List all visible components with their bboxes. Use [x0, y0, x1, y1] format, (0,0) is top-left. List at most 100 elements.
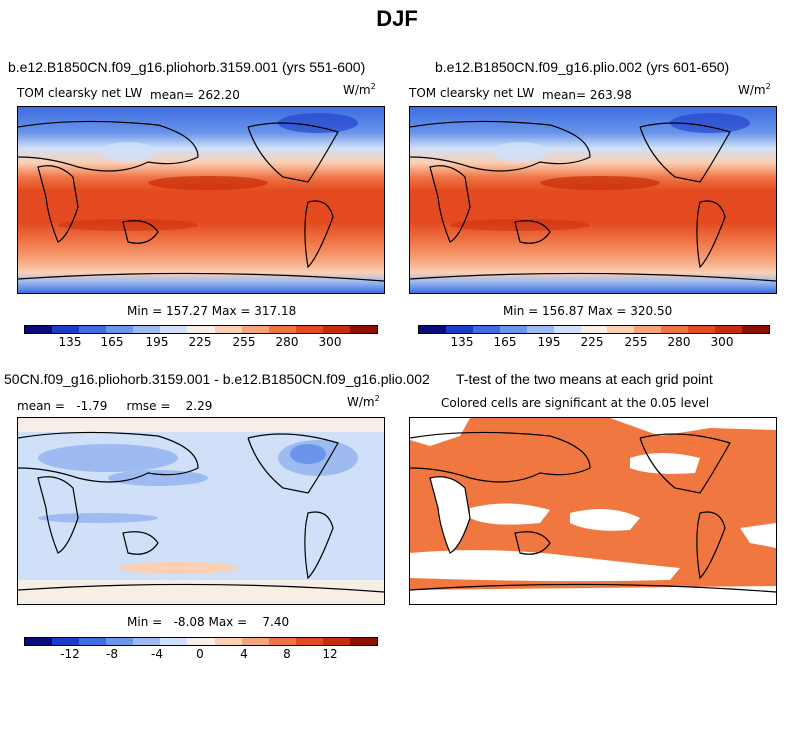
- panel1-map: [17, 106, 385, 294]
- panel3-cool-patch: [108, 470, 208, 486]
- panel3-stats: mean = -1.79 rmse = 2.29: [17, 399, 213, 413]
- panel1-tick-label: 225: [188, 335, 212, 349]
- panel2-colorbar-bin: [526, 326, 554, 333]
- panel3-colorbar-bin: [241, 638, 269, 645]
- panel1-colorbar-bin: [160, 326, 188, 333]
- panel2-arctic-cold: [670, 113, 750, 133]
- panel3-colorbar-bin: [106, 638, 134, 645]
- panel2-colorbar-bin: [499, 326, 527, 333]
- panel2-map-svg: [410, 107, 776, 293]
- panel3-colorbar-bin: [187, 638, 215, 645]
- panel2-variable-label: TOM clearsky net LW: [409, 86, 535, 100]
- panel1-colorbar-bin: [349, 326, 378, 333]
- panel3-tick-label: 4: [240, 647, 248, 661]
- panel4-ns-area: [570, 509, 640, 531]
- panel1-eurasia: [18, 120, 199, 172]
- panel4-subtitle: Colored cells are significant at the 0.0…: [441, 396, 710, 410]
- panel3-colorbar-bin: [214, 638, 242, 645]
- panel1-title: b.e12.B1850CN.f09_g16.pliohorb.3159.001 …: [8, 59, 366, 75]
- panel1-colorbar-bin: [187, 326, 215, 333]
- panel3-colorbar-bin: [133, 638, 161, 645]
- panel1-coastlines: [18, 120, 384, 282]
- panel3-eurasia: [18, 431, 199, 483]
- panel3-title: 50CN.f09_g16.pliohorb.3159.001 - b.e12.B…: [4, 371, 430, 387]
- panel2-tick-label: 135: [450, 335, 474, 349]
- panel2-title: b.e12.B1850CN.f09_g16.plio.002 (yrs 601-…: [435, 59, 730, 75]
- panel2-map: [409, 106, 777, 294]
- panel3-tick-label: -12: [60, 647, 80, 661]
- panel4-ns-area: [430, 476, 470, 553]
- panel3-antarctica: [18, 583, 384, 593]
- panel1-australia: [122, 220, 159, 244]
- panel3-colorbar: [24, 637, 378, 646]
- panel4-ns-area: [410, 586, 776, 604]
- panel1-colorbar-bin: [214, 326, 242, 333]
- panel2-colorbar-bin: [472, 326, 500, 333]
- panel3-australia: [122, 531, 159, 555]
- panel3-warm-patch: [118, 562, 238, 574]
- panel2-eurasia: [410, 120, 591, 172]
- panel3-south-america: [304, 511, 334, 580]
- panel1-colorbar-bin: [52, 326, 80, 333]
- panel2-antarctica: [410, 272, 776, 282]
- panel3-tick-label: 8: [283, 647, 291, 661]
- panel4-map-svg: [410, 418, 776, 604]
- panel1-tibet-cold: [100, 142, 156, 162]
- panel1-variable-label: TOM clearsky net LW: [17, 86, 143, 100]
- panel3-tick-label: -8: [106, 647, 118, 661]
- panel2-africa: [429, 165, 471, 243]
- panel2-colorbar-bin: [607, 326, 635, 333]
- panel4-africa: [429, 476, 471, 554]
- panel1-mean: mean= 262.20: [150, 88, 240, 102]
- panel2-colorbar-bin: [715, 326, 743, 333]
- panel1-field: [18, 107, 384, 293]
- panel2-colorbar-bin: [445, 326, 473, 333]
- panel2-minmax: Min = 156.87 Max = 320.50: [503, 304, 673, 318]
- panel1-africa: [37, 165, 79, 243]
- panel1-map-svg: [18, 107, 384, 293]
- panel2-tick-label: 280: [667, 335, 691, 349]
- panel3-colorbar-bin: [52, 638, 80, 645]
- panel2-australia: [514, 220, 551, 244]
- panel1-warm-band: [148, 176, 268, 190]
- panel4-ns-area: [410, 418, 470, 446]
- panel3-coastlines: [18, 431, 384, 593]
- panel3-tick-label: 12: [322, 647, 338, 661]
- panel3-map-svg: [18, 418, 384, 604]
- panel2-tick-label: 195: [537, 335, 561, 349]
- panel2-units: W/m2: [738, 82, 771, 97]
- panel3-colorbar-bin: [268, 638, 296, 645]
- panel3-antarctic-band: [18, 580, 384, 604]
- panel2-field: [410, 107, 776, 293]
- panel3-tick-label: 0: [196, 647, 204, 661]
- panel1-colorbar-bin: [25, 326, 53, 333]
- panel4-eurasia: [410, 431, 591, 483]
- panel2-colorbar-bin: [661, 326, 689, 333]
- panel3-colorbar-bin: [295, 638, 323, 645]
- panel3-africa: [37, 476, 79, 554]
- panel4-south-america: [696, 511, 726, 580]
- panel2-south-america: [696, 200, 726, 269]
- panel4-coastlines: [410, 431, 776, 593]
- panel2-colorbar-bin: [580, 326, 608, 333]
- panel4-north-america: [639, 433, 731, 494]
- panel1-north-america: [247, 122, 339, 183]
- panel2-north-america: [639, 122, 731, 183]
- panel2-tick-label: 300: [710, 335, 734, 349]
- panel4-title: T-test of the two means at each grid poi…: [456, 371, 713, 387]
- panel4-nonsignificant-areas: [410, 418, 776, 604]
- panel3-strong-cool: [290, 444, 326, 464]
- panel1-colorbar: [24, 325, 378, 334]
- panel1-colorbar-bin: [133, 326, 161, 333]
- panel1-tick-label: 255: [232, 335, 256, 349]
- panel1-colorbar-bin: [322, 326, 350, 333]
- panel3-arctic-band: [18, 418, 384, 432]
- panel4-antarctica: [410, 583, 776, 593]
- panel2-tick-label: 255: [624, 335, 648, 349]
- panel1-colorbar-bin: [106, 326, 134, 333]
- panel2-mean: mean= 263.98: [542, 88, 632, 102]
- panel2-tick-label: 225: [580, 335, 604, 349]
- panel1-warm-band-south: [58, 219, 198, 231]
- panel2-warm-band: [540, 176, 660, 190]
- panel1-colorbar-bin: [295, 326, 323, 333]
